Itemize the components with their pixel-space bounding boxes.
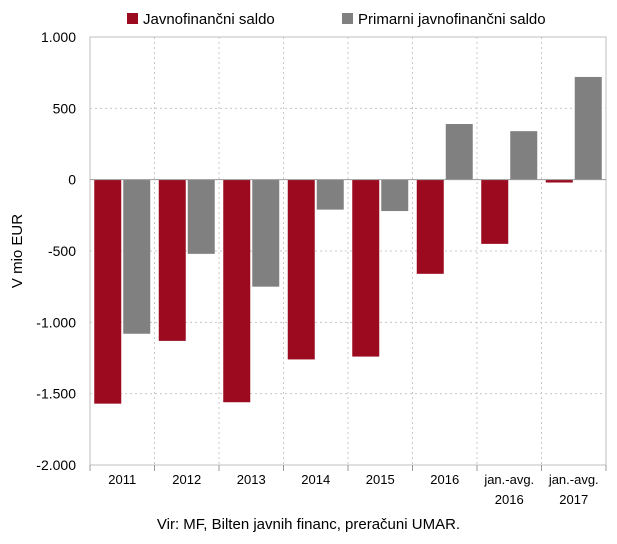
x-tick-label: 2017 xyxy=(559,492,588,507)
bar-primarni-saldo xyxy=(574,76,602,180)
bar-primarni-saldo xyxy=(381,179,409,212)
x-tick-label: 2015 xyxy=(366,472,395,487)
bar-saldo xyxy=(94,179,122,404)
bar-primarni-saldo xyxy=(445,124,473,180)
bar-primarni-saldo xyxy=(123,179,151,334)
y-tick-label: 1.000 xyxy=(41,29,76,45)
x-tick-label: 2013 xyxy=(237,472,266,487)
bar-saldo xyxy=(287,179,315,360)
y-tick-label: -1.000 xyxy=(36,314,76,330)
y-tick-label: 500 xyxy=(53,100,77,116)
x-tick-label: jan.-avg. xyxy=(548,472,599,487)
legend-swatch xyxy=(342,13,353,24)
bar-saldo xyxy=(223,179,251,403)
x-tick-label: jan.-avg. xyxy=(483,472,534,487)
bar-primarni-saldo xyxy=(510,131,538,180)
chart-svg: 1.000 500 0 -500 -1.000 -1.500 -2.000 2011 2012 2… xyxy=(9,11,607,507)
x-tick-label: 2016 xyxy=(430,472,459,487)
y-tick-label: -2.000 xyxy=(36,457,76,473)
x-tick-label: 2011 xyxy=(108,472,136,487)
bar-saldo xyxy=(158,179,186,341)
bar-saldo xyxy=(416,179,444,274)
x-tick-label: 2016 xyxy=(495,492,524,507)
y-tick-label: -500 xyxy=(48,243,76,259)
x-tick-label: 2014 xyxy=(301,472,330,487)
legend-label: Primarni javnofinančni saldo xyxy=(358,11,546,28)
legend-swatch xyxy=(127,13,138,24)
bar-primarni-saldo xyxy=(316,179,344,210)
bar-saldo xyxy=(352,179,380,357)
bar-saldo xyxy=(481,179,509,244)
y-axis-label: V mio EUR xyxy=(9,214,26,288)
y-tick-label: -1.500 xyxy=(36,386,76,402)
y-tick-label: 0 xyxy=(68,172,76,188)
bar-saldo xyxy=(545,179,573,183)
source-note: Vir: MF, Bilten javnih financ, preračuni… xyxy=(156,516,461,533)
bar-primarni-saldo xyxy=(252,179,280,287)
x-tick-label: 2012 xyxy=(172,472,201,487)
legend-label: Javnofinančni saldo xyxy=(143,11,275,28)
bar-primarni-saldo xyxy=(187,179,215,254)
